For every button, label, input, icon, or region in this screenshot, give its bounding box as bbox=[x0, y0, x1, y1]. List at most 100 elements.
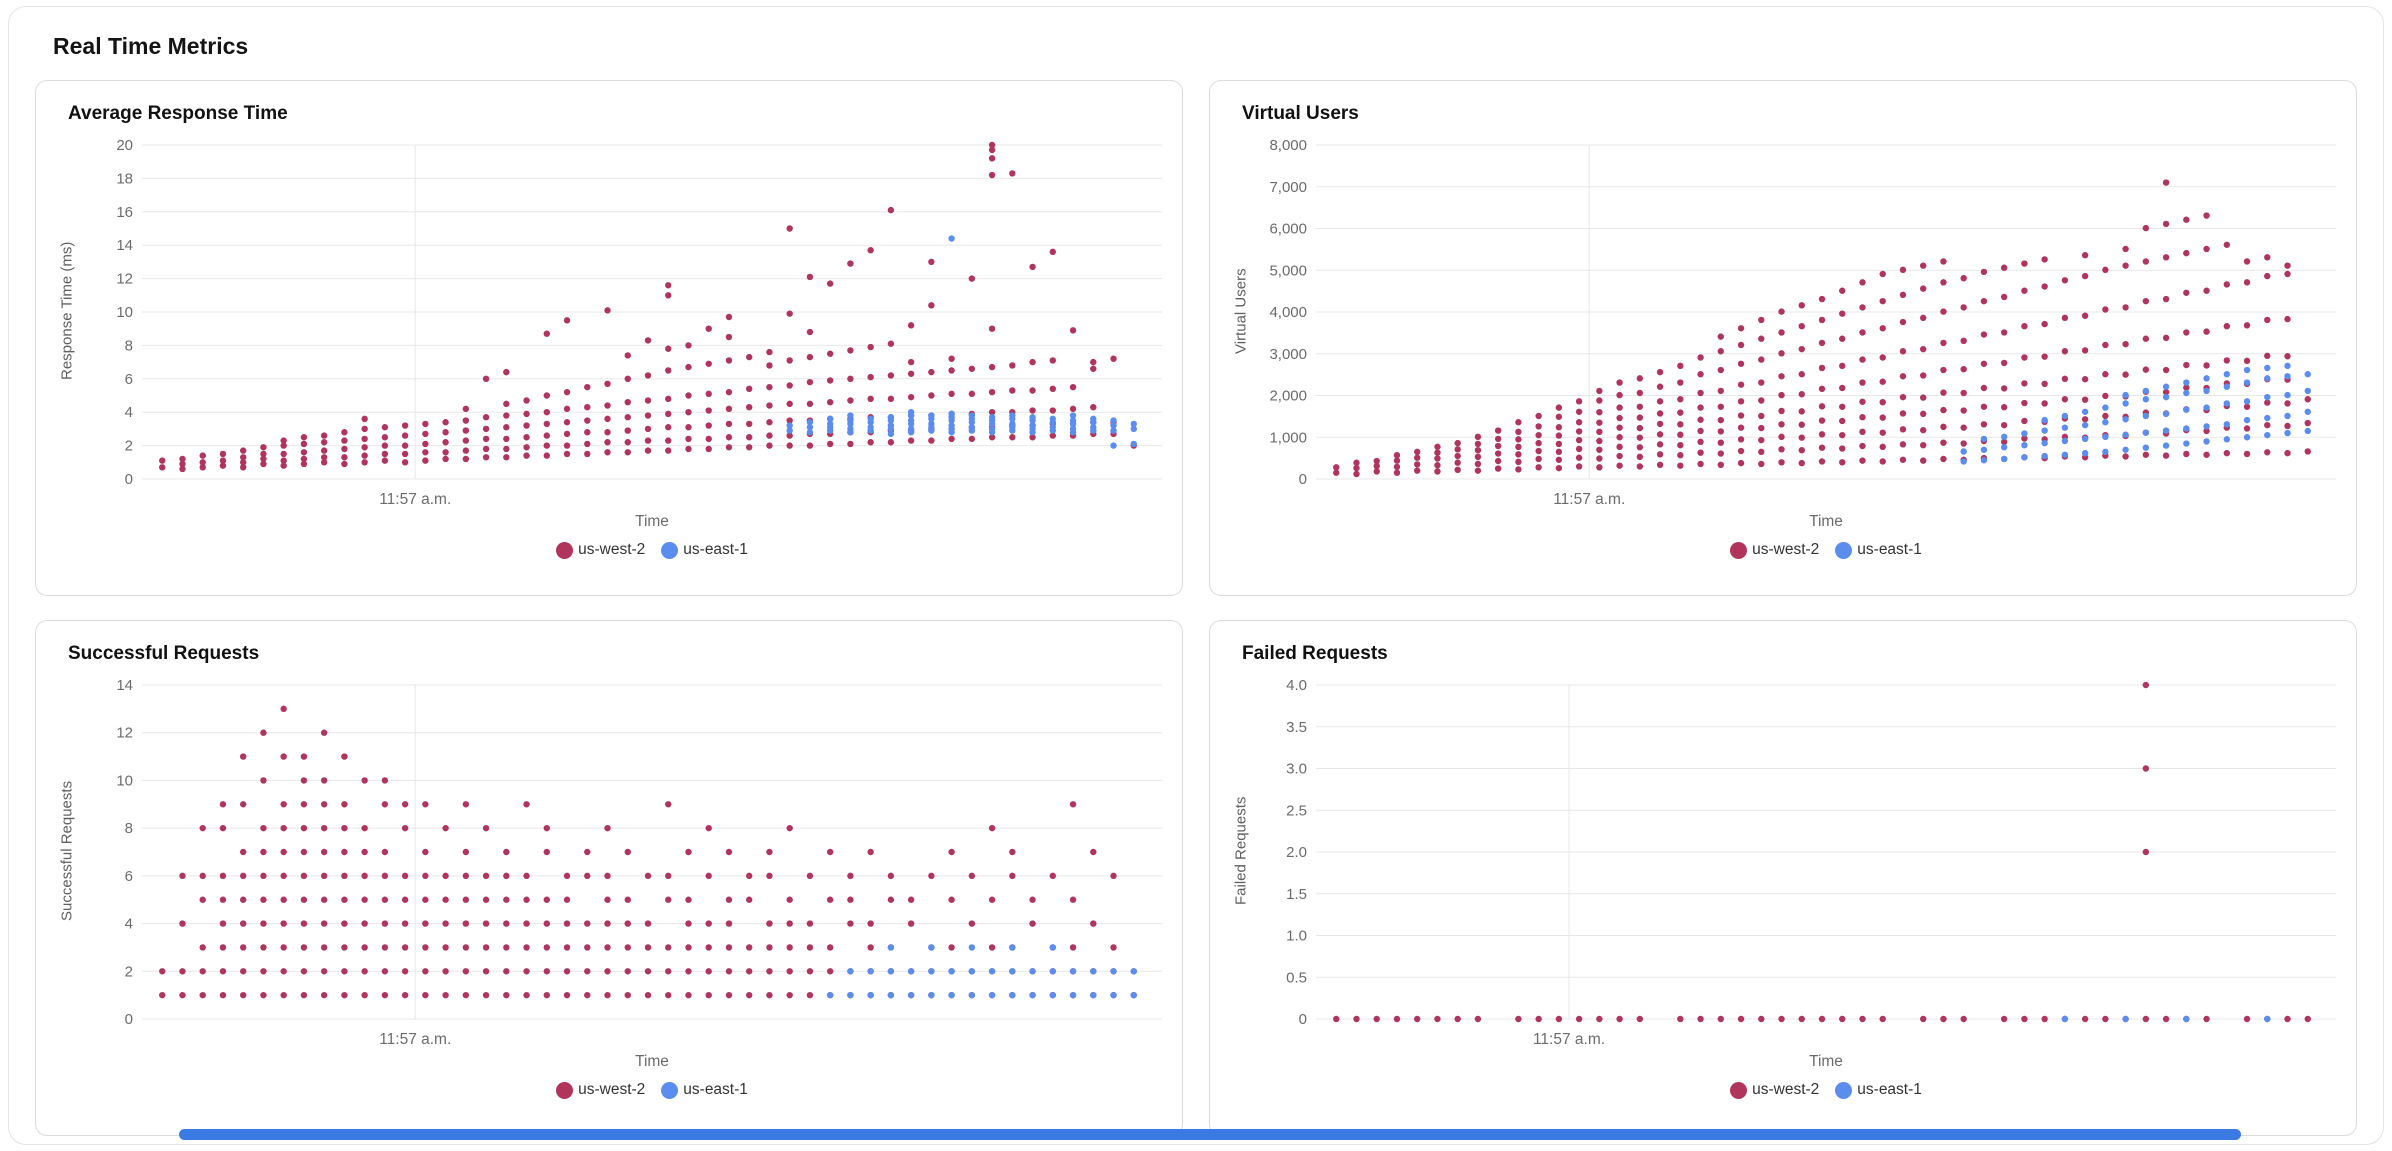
svg-text:3.0: 3.0 bbox=[1286, 761, 1307, 778]
chart-card-successful-requests: Successful Requests Successful Requests … bbox=[35, 620, 1183, 1136]
svg-text:4.0: 4.0 bbox=[1286, 677, 1307, 694]
legend-item-us-east-1[interactable]: us-east-1 bbox=[1835, 541, 1922, 559]
svg-text:12: 12 bbox=[116, 725, 133, 742]
y-axis-title: Virtual Users bbox=[1232, 268, 1250, 354]
legend-dot-us-east-1-icon bbox=[661, 1081, 679, 1099]
legend-label: us-west-2 bbox=[1752, 1081, 1820, 1098]
chart-card-failed-requests: Failed Requests Failed Requests 0 0.5 1.0 1… bbox=[1209, 620, 2357, 1136]
svg-text:1.0: 1.0 bbox=[1286, 928, 1307, 945]
legend-label: us-east-1 bbox=[683, 1081, 748, 1098]
legend-label: us-east-1 bbox=[1857, 541, 1922, 558]
svg-text:1.5: 1.5 bbox=[1286, 886, 1307, 903]
svg-text:16: 16 bbox=[116, 204, 133, 221]
legend-dot-us-west-2-icon bbox=[556, 1081, 574, 1099]
svg-text:14: 14 bbox=[116, 677, 133, 694]
svg-text:14: 14 bbox=[116, 237, 133, 254]
dashboard-page: Real Time Metrics Average Response Time … bbox=[8, 6, 2384, 1145]
legend: us-west-2 us-east-1 bbox=[54, 541, 1164, 559]
svg-text:0: 0 bbox=[1299, 1011, 1307, 1028]
y-axis-title: Successful Requests bbox=[58, 780, 76, 922]
legend-label: us-east-1 bbox=[1857, 1081, 1922, 1098]
legend-dot-us-east-1-icon bbox=[661, 541, 679, 559]
svg-text:0.5: 0.5 bbox=[1286, 969, 1307, 986]
legend-label: us-west-2 bbox=[578, 1081, 646, 1098]
x-axis-tick-label: 11:57 a.m. bbox=[379, 491, 452, 508]
svg-text:1,000: 1,000 bbox=[1269, 429, 1307, 446]
svg-text:0: 0 bbox=[125, 1011, 133, 1028]
svg-text:8,000: 8,000 bbox=[1269, 137, 1307, 154]
horizontal-scrollbar[interactable] bbox=[179, 1129, 2241, 1140]
svg-text:2.0: 2.0 bbox=[1286, 844, 1307, 861]
legend-item-us-east-1[interactable]: us-east-1 bbox=[661, 541, 748, 559]
x-axis-title: Time bbox=[1809, 513, 1843, 530]
legend-item-us-west-2[interactable]: us-west-2 bbox=[556, 1081, 645, 1099]
plot-area: 0 2 4 6 8 10 12 14 16 18 20 11:57 a.m. bbox=[80, 137, 1164, 513]
scatter-plot: 0 1,000 2,000 3,000 4,000 5,000 6,000 7,000 8,00… bbox=[1269, 137, 2336, 488]
legend-item-us-east-1[interactable]: us-east-1 bbox=[1835, 1081, 1922, 1099]
svg-text:3,000: 3,000 bbox=[1269, 346, 1307, 363]
plot-row: Failed Requests 0 0.5 1.0 1.5 2.0 2.5 3.0 3.5 4.… bbox=[1228, 677, 2338, 1053]
svg-text:2: 2 bbox=[125, 963, 133, 980]
svg-text:5,000: 5,000 bbox=[1269, 262, 1307, 279]
legend-dot-us-east-1-icon bbox=[1835, 1081, 1853, 1099]
svg-text:2: 2 bbox=[125, 438, 133, 455]
svg-text:20: 20 bbox=[116, 137, 133, 154]
scatter-plot: 0 2 4 6 8 10 12 14 16 18 20 bbox=[116, 137, 1162, 488]
svg-text:6: 6 bbox=[125, 868, 133, 885]
legend-dot-us-west-2-icon bbox=[1730, 1081, 1748, 1099]
svg-text:2.5: 2.5 bbox=[1286, 802, 1307, 819]
chart-title: Average Response Time bbox=[68, 103, 288, 124]
legend-item-us-west-2[interactable]: us-west-2 bbox=[1730, 541, 1819, 559]
plot-area: 0 2 4 6 8 10 12 14 11:57 a.m. bbox=[80, 677, 1164, 1053]
scatter-plot: 0 2 4 6 8 10 12 14 bbox=[116, 677, 1162, 1028]
legend-item-us-west-2[interactable]: us-west-2 bbox=[556, 541, 645, 559]
svg-text:3.5: 3.5 bbox=[1286, 719, 1307, 736]
svg-text:0: 0 bbox=[125, 471, 133, 488]
legend-label: us-east-1 bbox=[683, 541, 748, 558]
x-axis-title: Time bbox=[1809, 1053, 1843, 1070]
plot-area: 0 1,000 2,000 3,000 4,000 5,000 6,000 7,000 8,00… bbox=[1254, 137, 2338, 513]
legend: us-west-2 us-east-1 bbox=[1228, 1081, 2338, 1099]
x-axis-title: Time bbox=[635, 513, 669, 530]
legend-label: us-west-2 bbox=[578, 541, 646, 558]
legend-item-us-east-1[interactable]: us-east-1 bbox=[661, 1081, 748, 1099]
y-axis-title: Failed Requests bbox=[1232, 796, 1250, 906]
chart-title: Successful Requests bbox=[68, 643, 260, 664]
legend-dot-us-east-1-icon bbox=[1835, 541, 1853, 559]
chart-card-average-response-time: Average Response Time Response Time (ms)… bbox=[35, 80, 1183, 596]
svg-text:18: 18 bbox=[116, 170, 133, 187]
legend-dot-us-west-2-icon bbox=[1730, 541, 1748, 559]
legend-label: us-west-2 bbox=[1752, 541, 1820, 558]
svg-text:7,000: 7,000 bbox=[1269, 179, 1307, 196]
scatter-plot: 0 0.5 1.0 1.5 2.0 2.5 3.0 3.5 4.0 bbox=[1286, 677, 2336, 1028]
legend-item-us-west-2[interactable]: us-west-2 bbox=[1730, 1081, 1819, 1099]
svg-text:4: 4 bbox=[125, 404, 133, 421]
x-axis-title: Time bbox=[635, 1053, 669, 1070]
x-axis-tick-label: 11:57 a.m. bbox=[1553, 491, 1626, 508]
page-title: Real Time Metrics bbox=[53, 33, 249, 59]
svg-text:8: 8 bbox=[125, 337, 133, 354]
legend: us-west-2 us-east-1 bbox=[54, 1081, 1164, 1099]
chart-title: Virtual Users bbox=[1242, 103, 1359, 124]
plot-row: Virtual Users 0 1,000 2,000 3,000 4,000 5,000… bbox=[1228, 137, 2338, 513]
svg-text:10: 10 bbox=[116, 772, 133, 789]
plot-area: 0 0.5 1.0 1.5 2.0 2.5 3.0 3.5 4.0 11:57 a.m. bbox=[1254, 677, 2338, 1053]
svg-text:6,000: 6,000 bbox=[1269, 221, 1307, 238]
legend: us-west-2 us-east-1 bbox=[1228, 541, 2338, 559]
plot-row: Successful Requests 0 2 4 6 8 10 12 14 11:57 a.… bbox=[54, 677, 1164, 1053]
x-axis-tick-label: 11:57 a.m. bbox=[1532, 1031, 1606, 1048]
chart-card-virtual-users: Virtual Users Virtual Users 0 1,000 2,000 3… bbox=[1209, 80, 2357, 596]
svg-text:2,000: 2,000 bbox=[1269, 388, 1307, 405]
svg-text:0: 0 bbox=[1299, 471, 1307, 488]
y-axis-title: Response Time (ms) bbox=[58, 241, 76, 381]
dashboard-grid: Average Response Time Response Time (ms)… bbox=[9, 80, 2383, 1136]
x-axis-tick-label: 11:57 a.m. bbox=[379, 1031, 452, 1048]
svg-text:8: 8 bbox=[125, 820, 133, 837]
plot-row: Response Time (ms) 0 2 4 6 8 10 12 14 16 18 20 11:… bbox=[54, 137, 1164, 513]
svg-text:12: 12 bbox=[116, 271, 133, 288]
svg-text:10: 10 bbox=[116, 304, 133, 321]
legend-dot-us-west-2-icon bbox=[556, 541, 574, 559]
svg-text:4: 4 bbox=[125, 916, 133, 933]
svg-text:6: 6 bbox=[125, 371, 133, 388]
chart-title: Failed Requests bbox=[1242, 643, 1388, 664]
